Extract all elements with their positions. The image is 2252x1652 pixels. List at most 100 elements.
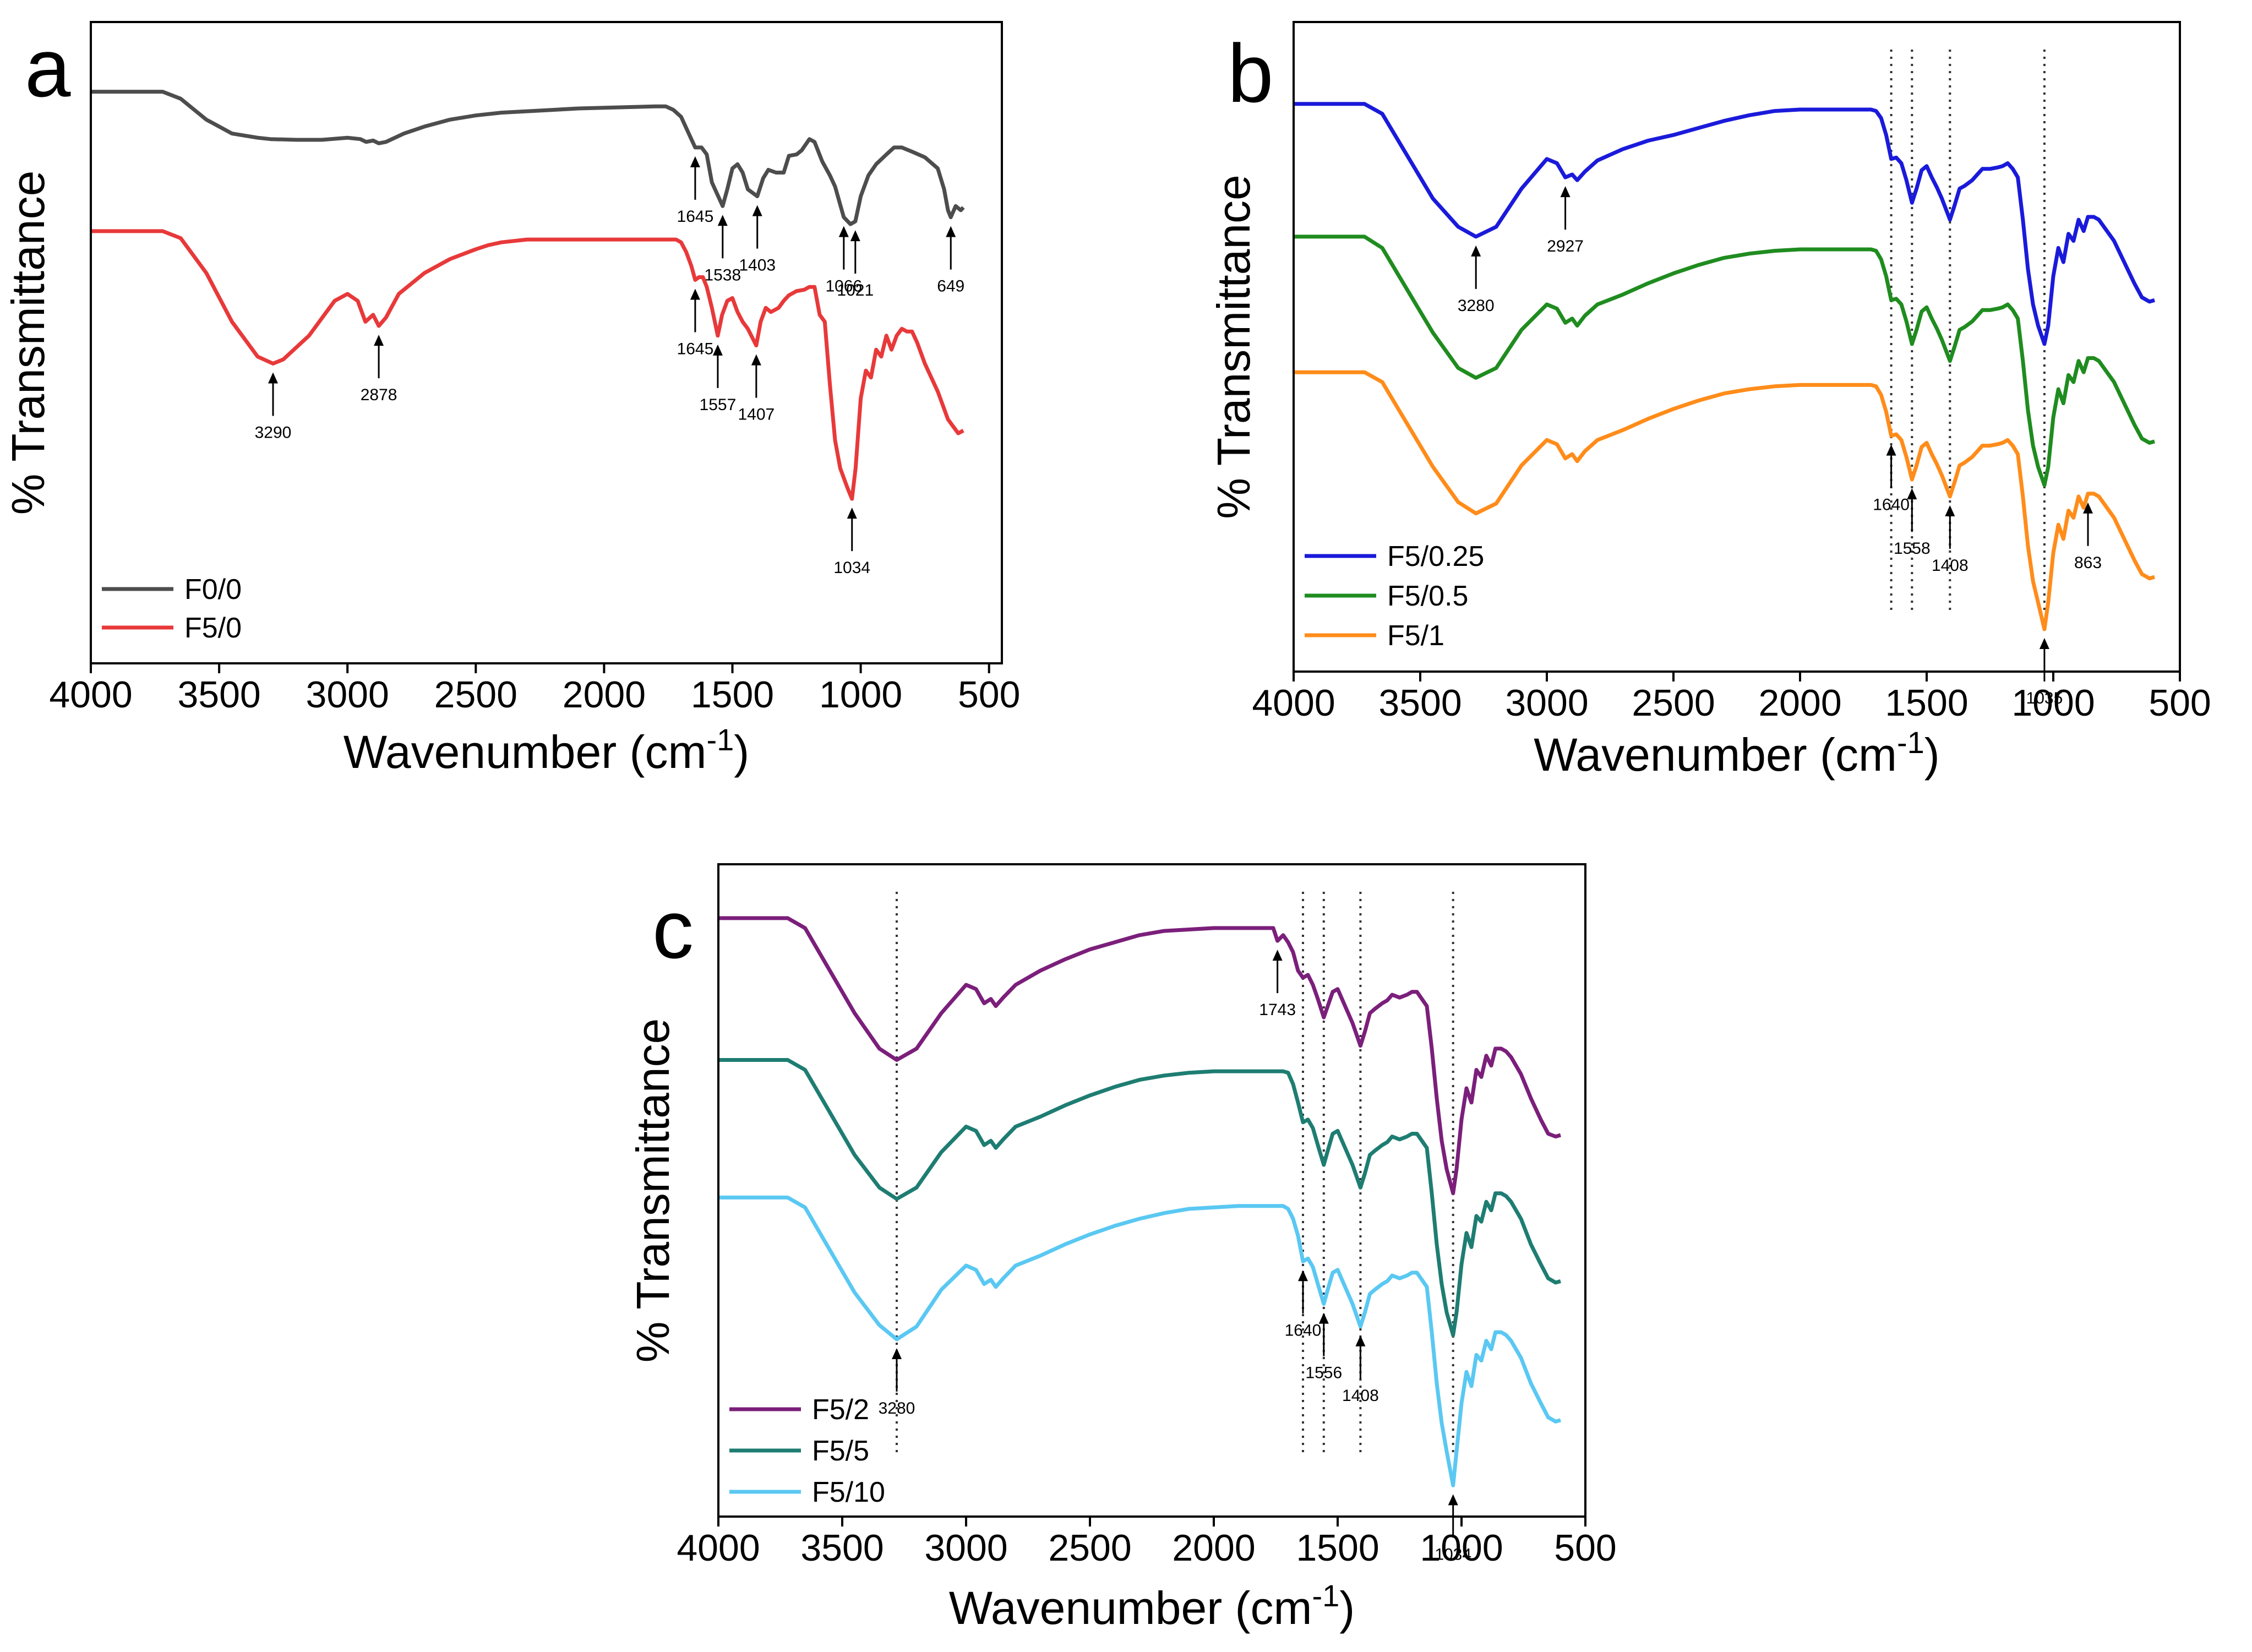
x-axis-label: Wavenumber (cm-1) xyxy=(343,722,749,778)
x-tick-label-1000: 1000 xyxy=(1420,1527,1503,1569)
annotation-arrowhead xyxy=(1448,1494,1458,1506)
legend-label-F5-0-25: F5/0.25 xyxy=(1387,541,1484,573)
series-line-F5-5 xyxy=(718,1058,1561,1337)
x-tick-label-4000: 4000 xyxy=(1252,682,1335,724)
x-tick-label-3000: 3000 xyxy=(1505,682,1588,724)
peak-label-1538: 1538 xyxy=(704,266,741,284)
annotation-arrowhead xyxy=(2083,502,2093,514)
annotation-arrowhead xyxy=(946,226,956,237)
annotation-arrowhead xyxy=(717,215,728,226)
peak-label-863: 863 xyxy=(2074,554,2102,572)
annotation-arrowhead xyxy=(1945,505,1955,516)
annotation-arrowhead xyxy=(1318,1312,1329,1324)
peak-label-649: 649 xyxy=(937,277,964,296)
series-line-F5-0-25 xyxy=(1294,102,2155,346)
annotation-arrowhead xyxy=(1471,245,1481,257)
panel-letter: a xyxy=(25,21,71,114)
x-tick-label-2500: 2500 xyxy=(1632,682,1715,724)
peak-label-3280: 3280 xyxy=(879,1399,915,1417)
x-tick-label-3500: 3500 xyxy=(177,674,260,716)
annotation-arrowhead xyxy=(850,230,860,242)
plot-frame xyxy=(1293,21,2181,673)
peak-label-2927: 2927 xyxy=(1547,237,1584,255)
x-tick-label-1000: 1000 xyxy=(819,674,902,716)
x-tick-label-500: 500 xyxy=(1554,1527,1616,1569)
x-axis-label: Wavenumber (cm-1) xyxy=(1534,725,1939,781)
peak-label-1034: 1034 xyxy=(833,559,870,577)
x-tick-label-4000: 4000 xyxy=(677,1527,760,1569)
peak-label-1645: 1645 xyxy=(677,208,714,226)
x-tick-label-1500: 1500 xyxy=(1296,1527,1379,1569)
peak-label-1408: 1408 xyxy=(1342,1387,1379,1405)
peak-label-1408: 1408 xyxy=(1932,557,1969,575)
annotation-arrowhead xyxy=(1907,488,1917,500)
peak-label-1640: 1640 xyxy=(1873,496,1910,514)
x-tick-label-2000: 2000 xyxy=(1758,682,1841,724)
peak-label-1034: 1034 xyxy=(1435,1545,1471,1563)
x-tick-label-3500: 3500 xyxy=(1378,682,1462,724)
annotation-arrowhead xyxy=(690,288,700,300)
annotation-arrowhead xyxy=(712,344,723,356)
legend-label-F0-0: F0/0 xyxy=(184,574,242,606)
peak-label-1556: 1556 xyxy=(1305,1364,1342,1382)
legend-label-F5-0: F5/0 xyxy=(184,612,242,644)
annotation-arrowhead xyxy=(1298,1270,1308,1282)
x-tick-label-2500: 2500 xyxy=(1048,1527,1131,1569)
annotation-arrowhead xyxy=(268,372,278,384)
legend-label-F5-5: F5/5 xyxy=(812,1435,869,1467)
x-tick-label-500: 500 xyxy=(958,674,1020,716)
x-tick-label-3500: 3500 xyxy=(800,1527,884,1569)
peak-label-2878: 2878 xyxy=(361,386,397,404)
plot-frame xyxy=(717,863,1586,1518)
annotation-arrowhead xyxy=(751,354,761,366)
annotation-arrowhead xyxy=(374,335,384,346)
x-tick-label-1500: 1500 xyxy=(691,674,774,716)
annotation-arrowhead xyxy=(1272,950,1283,961)
y-axis-label: % Transmittance xyxy=(2,171,54,515)
legend-label-F5-10: F5/10 xyxy=(812,1476,885,1508)
plot-frame xyxy=(90,21,1003,664)
annotation-arrowhead xyxy=(752,205,762,216)
x-tick-label-3000: 3000 xyxy=(924,1527,1007,1569)
peak-label-1407: 1407 xyxy=(738,406,775,424)
annotation-arrowhead xyxy=(1560,186,1571,198)
annotation-arrowhead xyxy=(847,508,857,519)
peak-label-3290: 3290 xyxy=(255,423,292,441)
x-tick-label-2000: 2000 xyxy=(1172,1527,1255,1569)
peak-label-1743: 1743 xyxy=(1259,1001,1296,1019)
x-tick-label-3000: 3000 xyxy=(306,674,389,716)
annotation-arrowhead xyxy=(2039,638,2049,650)
annotation-arrowhead xyxy=(892,1348,902,1359)
y-axis-label: % Transmittance xyxy=(1208,175,1259,519)
series-line-F5-0-5 xyxy=(1294,235,2155,487)
peak-label-1645: 1645 xyxy=(677,340,714,358)
series-line-F5-10 xyxy=(718,1195,1561,1487)
x-axis-label: Wavenumber (cm-1) xyxy=(949,1578,1355,1634)
peak-label-1403: 1403 xyxy=(739,257,776,275)
legend-label-F5-2: F5/2 xyxy=(812,1394,869,1426)
x-tick-label-1000: 1000 xyxy=(2011,682,2095,724)
legend-label-F5-0-5: F5/0.5 xyxy=(1387,580,1468,612)
peak-label-1021: 1021 xyxy=(837,281,874,299)
x-tick-label-500: 500 xyxy=(2149,682,2211,724)
series-line-F5-2 xyxy=(718,916,1561,1196)
x-tick-label-2500: 2500 xyxy=(434,674,517,716)
x-tick-label-1500: 1500 xyxy=(1885,682,1968,724)
panel-letter: b xyxy=(1228,27,1273,119)
x-tick-label-4000: 4000 xyxy=(49,674,132,716)
peak-label-1558: 1558 xyxy=(1894,539,1931,558)
panel-letter: c xyxy=(652,883,694,975)
series-line-F5-0 xyxy=(91,229,964,501)
peak-label-1035: 1035 xyxy=(2026,689,2063,707)
peak-label-3280: 3280 xyxy=(1458,297,1495,315)
peak-label-1640: 1640 xyxy=(1285,1321,1322,1339)
annotation-arrowhead xyxy=(1886,444,1896,456)
annotation-arrowhead xyxy=(838,226,849,237)
series-line-F0-0 xyxy=(91,90,965,226)
x-tick-label-2000: 2000 xyxy=(563,674,646,716)
y-axis-label: % Transmittance xyxy=(627,1018,679,1363)
